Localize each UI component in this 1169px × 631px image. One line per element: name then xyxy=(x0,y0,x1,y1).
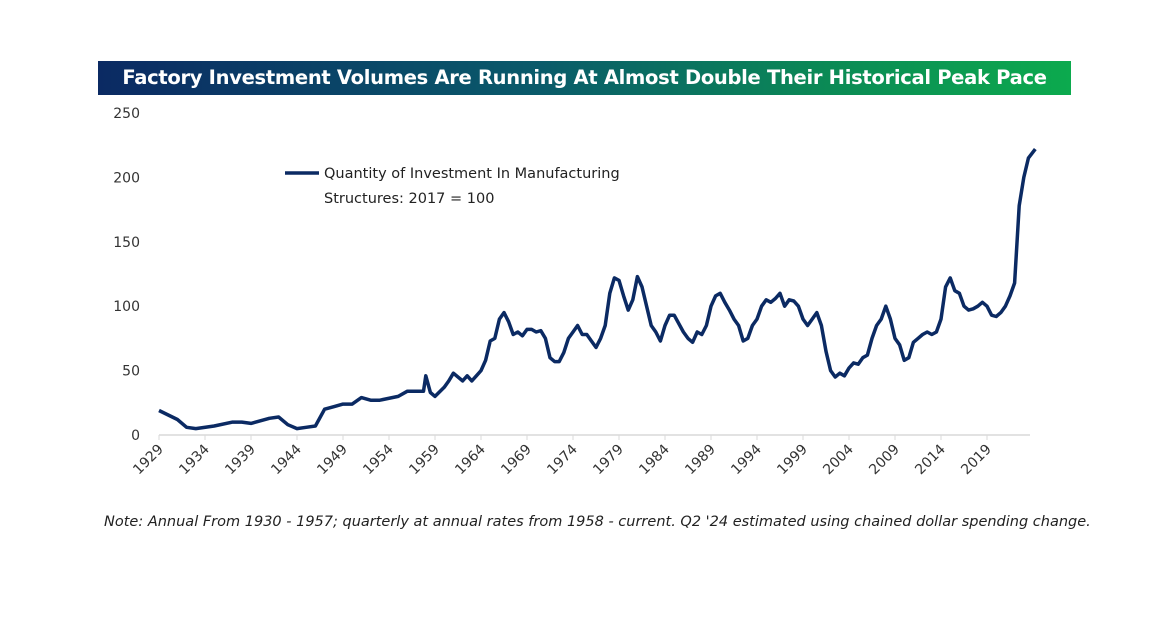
x-tick-label: 1964 xyxy=(452,441,489,478)
x-tick-label: 1999 xyxy=(774,442,811,479)
x-tick-label: 1959 xyxy=(406,442,443,479)
x-tick-label: 2019 xyxy=(958,442,995,479)
x-tick-label: 1969 xyxy=(498,442,535,479)
y-tick-label: 100 xyxy=(113,299,140,315)
y-tick-label: 0 xyxy=(131,428,140,444)
x-tick-label: 1974 xyxy=(544,441,581,478)
x-tick-label: 1989 xyxy=(682,442,719,479)
chart-note: Note: Annual From 1930 - 1957; quarterly… xyxy=(104,514,1091,530)
x-tick-label: 1944 xyxy=(268,441,305,478)
legend-label-line2: Structures: 2017 = 100 xyxy=(324,191,494,207)
x-tick-label: 2014 xyxy=(912,441,949,478)
y-tick-label: 150 xyxy=(113,235,140,251)
x-tick-label: 1984 xyxy=(636,441,673,478)
x-tick-label: 1939 xyxy=(222,442,259,479)
x-tick-label: 2009 xyxy=(866,442,903,479)
legend-label-line1: Quantity of Investment In Manufacturing xyxy=(324,166,620,182)
x-tick-label: 1979 xyxy=(590,442,627,479)
y-tick-label: 200 xyxy=(113,170,140,186)
x-axis: 1929 1934 1939 1944 1949 1954 1959 1964 1969 1974… xyxy=(130,435,995,478)
x-tick-label: 1929 xyxy=(130,442,167,479)
x-tick-label: 2004 xyxy=(820,441,857,478)
legend: Quantity of Investment In Manufacturing … xyxy=(285,166,620,207)
y-axis: 0 50 100 150 200 250 xyxy=(113,106,140,444)
x-tick-label: 1934 xyxy=(176,441,213,478)
x-tick-label: 1949 xyxy=(314,442,351,479)
x-tick-label: 1994 xyxy=(728,441,765,478)
series-line xyxy=(158,148,1037,431)
y-tick-label: 250 xyxy=(113,106,140,122)
chart-title: Factory Investment Volumes Are Running A… xyxy=(98,61,1071,95)
y-tick-label: 50 xyxy=(122,364,140,380)
x-tick-label: 1954 xyxy=(360,441,397,478)
